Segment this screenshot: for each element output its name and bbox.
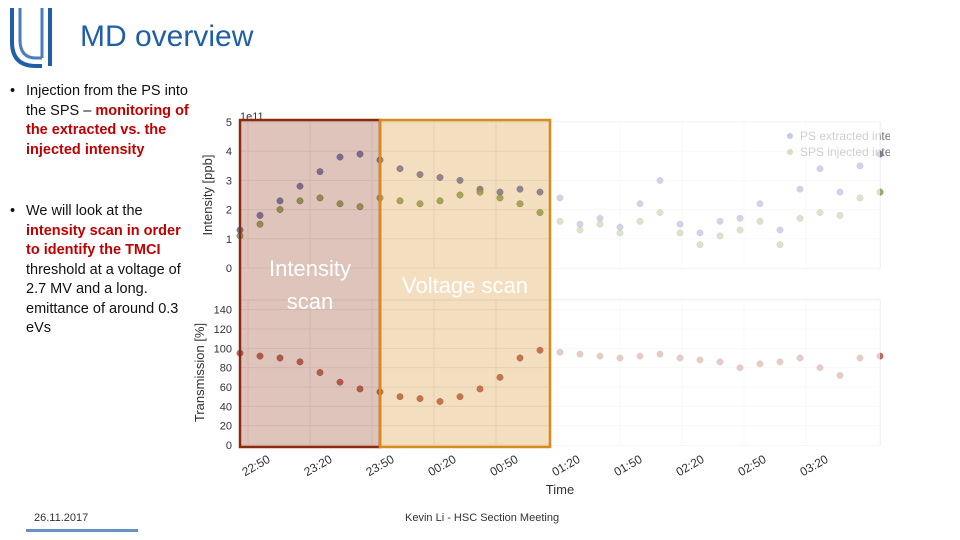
- transmission-point: [276, 354, 284, 362]
- ps-extracted-point: [296, 182, 304, 190]
- ps-extracted-point: [336, 153, 344, 161]
- bottom-ylabel: Transmission [%]: [192, 323, 207, 422]
- slide-title: MD overview: [80, 20, 254, 53]
- bullet-dot: •: [10, 83, 16, 99]
- xlabel: Time: [546, 482, 574, 497]
- bullet-item-2: • We will look at the intensity scan in …: [8, 202, 198, 339]
- intensity-scan-label: scan: [287, 289, 333, 314]
- bullet-item-1: • Injection from the PS into the SPS – m…: [8, 82, 198, 160]
- xtick-label: 23:20: [301, 452, 334, 479]
- sps-injected-point: [256, 220, 264, 228]
- transmission-point: [396, 393, 404, 401]
- top-ytick-label: 0: [226, 263, 232, 275]
- ps-extracted-point: [536, 188, 544, 196]
- sps-injected-point: [456, 191, 464, 199]
- ps-extracted-point: [456, 177, 464, 184]
- bullet-list: • Injection from the PS into the SPS – m…: [8, 82, 198, 339]
- bullet-dot: •: [10, 203, 16, 219]
- bottom-ytick-label: 0: [226, 440, 232, 452]
- bullet-tail: threshold at a voltage of 2.7 MV and a l…: [26, 261, 181, 337]
- footer-divider: [26, 529, 138, 532]
- top-ytick-label: 3: [226, 175, 232, 187]
- xtick-label: 23:50: [363, 452, 396, 479]
- footer-presenter: Kevin Li - HSC Section Meeting: [405, 512, 560, 524]
- sps-injected-point: [476, 188, 484, 196]
- sps-injected-point: [516, 200, 524, 208]
- transmission-point: [356, 385, 364, 393]
- bullet-text: Injection from the PS into the SPS –: [26, 83, 188, 119]
- ps-extracted-point: [416, 171, 424, 178]
- bullet-text: We will look at the: [26, 203, 143, 219]
- bullet-highlight: monitoring of the extracted vs. the inje…: [26, 102, 189, 158]
- sps-injected-point: [416, 200, 424, 208]
- intensity-scan-label: Intensity: [269, 256, 351, 281]
- ps-extracted-point: [396, 165, 404, 173]
- footer-date: 26.11.2017: [34, 512, 89, 524]
- voltage-scan-box: [378, 118, 552, 449]
- intensity-scan-box: [238, 118, 382, 449]
- top-ylabel: Intensity [ppb]: [200, 155, 215, 236]
- transmission-point: [456, 393, 464, 401]
- xtick-label: 22:50: [239, 452, 272, 479]
- sps-injected-point: [396, 197, 404, 205]
- transmission-point: [256, 352, 264, 360]
- bottom-ytick-label: 60: [220, 382, 232, 394]
- transmission-point: [316, 369, 324, 376]
- ps-extracted-point: [516, 185, 524, 193]
- xtick-label: 02:20: [673, 452, 706, 479]
- university-logo: [10, 8, 52, 68]
- sps-injected-point: [336, 200, 344, 208]
- bottom-ytick-label: 80: [220, 363, 232, 375]
- ps-extracted-point: [316, 168, 324, 176]
- transmission-point: [476, 385, 484, 393]
- sps-injected-point: [276, 206, 284, 214]
- ps-extracted-point: [256, 212, 264, 219]
- transmission-point: [296, 358, 304, 366]
- xtick-label: 01:50: [611, 452, 644, 479]
- ps-extracted-point: [436, 174, 444, 181]
- bottom-ytick-label: 100: [214, 343, 232, 355]
- transmission-point: [416, 395, 424, 402]
- sps-injected-point: [316, 194, 324, 202]
- bottom-ytick-label: 120: [214, 324, 232, 336]
- top-ytick-label: 1: [226, 234, 232, 246]
- sps-injected-point: [436, 197, 444, 205]
- sps-injected-point: [536, 209, 544, 216]
- xtick-label: 02:50: [735, 452, 768, 479]
- transmission-point: [536, 346, 544, 354]
- bottom-fade-overlay: [550, 300, 880, 445]
- top-fade-overlay: [550, 122, 880, 268]
- sps-injected-point: [496, 194, 504, 202]
- top-ytick-label: 5: [226, 117, 232, 129]
- bottom-ytick-label: 140: [214, 305, 232, 317]
- bottom-ytick-label: 20: [220, 421, 232, 433]
- xtick-label: 00:20: [425, 452, 458, 479]
- sps-injected-point: [296, 197, 304, 205]
- sps-injected-point: [356, 203, 364, 211]
- ps-extracted-point: [356, 150, 364, 158]
- xtick-label: 01:20: [549, 452, 582, 479]
- transmission-point: [516, 354, 524, 362]
- xtick-label: 00:50: [487, 452, 520, 479]
- xtick-label: 03:20: [797, 452, 830, 479]
- ps-extracted-point: [276, 197, 284, 205]
- transmission-point: [436, 398, 444, 405]
- top-ytick-label: 2: [226, 205, 232, 217]
- voltage-scan-label: Voltage scan: [402, 273, 528, 298]
- bottom-ytick-label: 40: [220, 401, 232, 413]
- transmission-point: [336, 378, 344, 386]
- bullet-highlight: intensity scan in order to identify the …: [26, 222, 181, 259]
- top-ytick-label: 4: [226, 146, 232, 158]
- transmission-point: [496, 373, 504, 381]
